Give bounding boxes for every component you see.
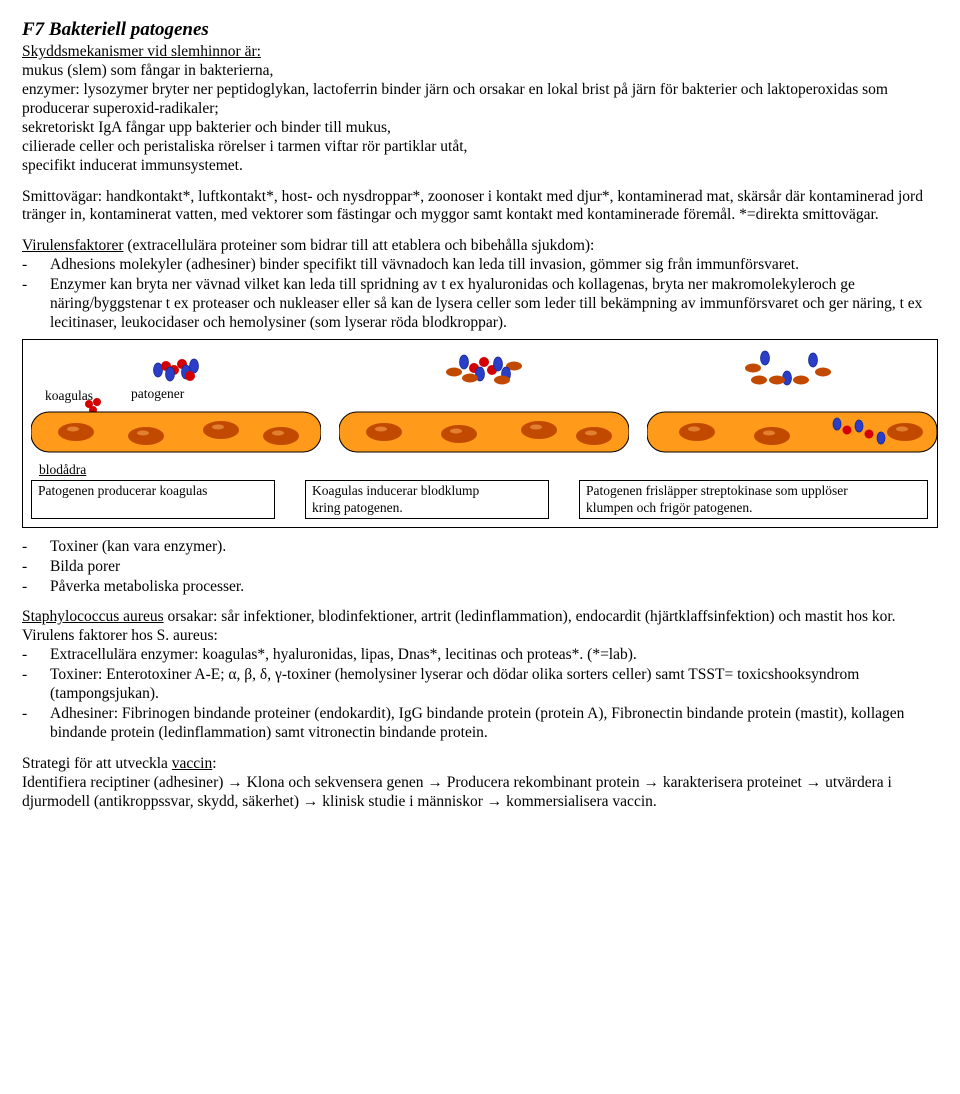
intro-line-3: sekretoriskt IgA fångar upp bakterier oc…	[22, 119, 391, 136]
dash-icon: -	[22, 558, 50, 577]
dash-icon: -	[22, 578, 50, 597]
staph-underline: Staphylococcus aureus	[22, 608, 164, 625]
virulens-heading: Virulensfaktorer (extracellulära protein…	[22, 237, 938, 256]
virulens-item: - Enzymer kan bryta ner vävnad vilket ka…	[22, 276, 938, 333]
page-title: F7 Bakteriell patogenes	[22, 18, 938, 41]
staph-item: - Adhesiner: Fibrinogen bindande protein…	[22, 705, 938, 743]
vessel-panel-3	[647, 346, 937, 458]
staph-item-text: Extracellulära enzymer: koagulas*, hyalu…	[50, 646, 938, 665]
caption-2: Koagulas inducerar blodklump kring patog…	[305, 480, 549, 518]
post-bullet: - Bilda porer	[22, 558, 938, 577]
caption-row: Patogenen producerar koagulas Koagulas i…	[31, 480, 929, 518]
vaccin-pre: Strategi för att utveckla	[22, 755, 172, 772]
intro-line-1: mukus (slem) som fångar in bakterierna,	[22, 62, 273, 79]
post-bullet: - Påverka metaboliska processer.	[22, 578, 938, 597]
post-bullet: - Toxiner (kan vara enzymer).	[22, 538, 938, 557]
dash-icon: -	[22, 705, 50, 743]
vessel-svg-2	[339, 346, 629, 458]
vaccin-body: Identifiera reciptiner (adhesiner) → Klo…	[22, 774, 938, 812]
caption-2b: kring patogenen.	[312, 500, 403, 515]
intro-line-2: enzymer: lysozymer bryter ner peptidogly…	[22, 81, 888, 117]
smittovagar-paragraph: Smittovägar: handkontakt*, luftkontakt*,…	[22, 188, 938, 226]
staph-heading: Staphylococcus aureus orsakar: sår infek…	[22, 608, 938, 646]
staph-item-text: Toxiner: Enterotoxiner A-E; α, β, δ, γ-t…	[50, 666, 938, 704]
vessel-svg-3	[647, 346, 937, 458]
virulens-item-text: Enzymer kan bryta ner vävnad vilket kan …	[50, 276, 938, 333]
caption-3: Patogenen frisläpper streptokinase som u…	[579, 480, 928, 518]
post-bullet-text: Toxiner (kan vara enzymer).	[50, 538, 938, 557]
vaccin-heading: Strategi för att utveckla vaccin:	[22, 755, 938, 774]
post-bullet-text: Bilda porer	[50, 558, 938, 577]
caption-1: Patogenen producerar koagulas	[31, 480, 275, 518]
caption-3a: Patogenen frisläpper streptokinase som u…	[586, 483, 848, 498]
caption-2a: Koagulas inducerar blodklump	[312, 483, 479, 498]
caption-3b: klumpen och frigör patogenen.	[586, 500, 752, 515]
blodadra-label: blodådra	[39, 462, 929, 478]
staph-item: - Extracellulära enzymer: koagulas*, hya…	[22, 646, 938, 665]
dash-icon: -	[22, 538, 50, 557]
koagulas-label: koagulas	[45, 388, 93, 404]
intro-block: Skyddsmekanismer vid slemhinnor är: muku…	[22, 43, 938, 175]
koagulas-diagram: koagulas patogener	[22, 339, 938, 528]
intro-underline: Skyddsmekanismer vid slemhinnor är:	[22, 43, 261, 60]
dash-icon: -	[22, 276, 50, 333]
dash-icon: -	[22, 646, 50, 665]
intro-line-4: cilierade celler och peristaliska rörels…	[22, 138, 467, 155]
vaccin-post: :	[212, 755, 216, 772]
virulens-rest: (extracellulära proteiner som bidrar til…	[124, 237, 595, 254]
staph-item: - Toxiner: Enterotoxiner A-E; α, β, δ, γ…	[22, 666, 938, 704]
dash-icon: -	[22, 256, 50, 275]
virulens-underline: Virulensfaktorer	[22, 237, 124, 254]
vaccin-underline: vaccin	[172, 755, 212, 772]
staph-item-text: Adhesiner: Fibrinogen bindande proteiner…	[50, 705, 938, 743]
vessel-panel-2	[339, 346, 629, 458]
dash-icon: -	[22, 666, 50, 704]
vessel-panel-1: koagulas patogener	[31, 346, 321, 458]
post-bullet-text: Påverka metaboliska processer.	[50, 578, 938, 597]
intro-line-5: specifikt inducerat immunsystemet.	[22, 157, 243, 174]
patogener-label: patogener	[131, 386, 184, 402]
virulens-item: - Adhesions molekyler (adhesiner) binder…	[22, 256, 938, 275]
virulens-item-text: Adhesions molekyler (adhesiner) binder s…	[50, 256, 938, 275]
